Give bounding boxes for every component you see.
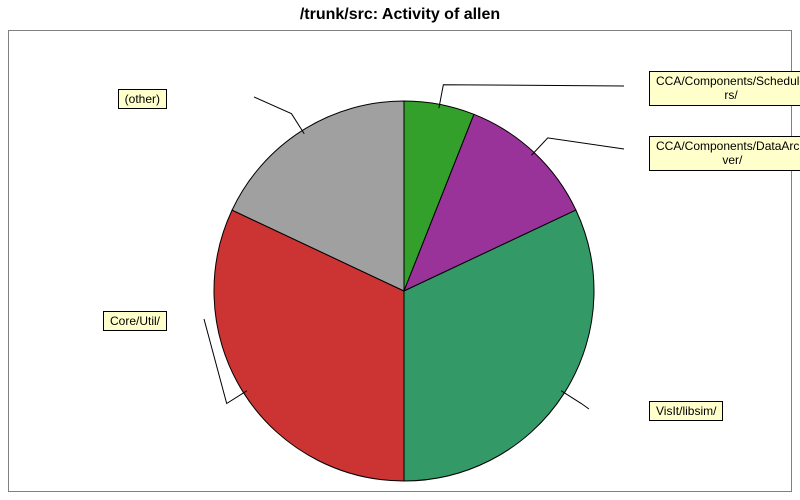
slice-label: Core/Util/ bbox=[103, 311, 167, 331]
leader-line bbox=[439, 85, 624, 108]
leader-line bbox=[254, 97, 304, 134]
slice-label: CCA/Components/Schedule rs/ bbox=[649, 71, 800, 106]
plot-area: CCA/Components/Schedule rs/CCA/Component… bbox=[8, 30, 792, 492]
slice-label: CCA/Components/DataArchi ver/ bbox=[649, 136, 800, 171]
chart-container: /trunk/src: Activity of allen CCA/Compon… bbox=[0, 0, 800, 500]
leader-line bbox=[561, 391, 589, 409]
chart-title: /trunk/src: Activity of allen bbox=[0, 0, 800, 24]
slice-label: VisIt/libsim/ bbox=[649, 401, 723, 421]
leader-line bbox=[531, 138, 624, 155]
slice-label: (other) bbox=[118, 89, 167, 109]
